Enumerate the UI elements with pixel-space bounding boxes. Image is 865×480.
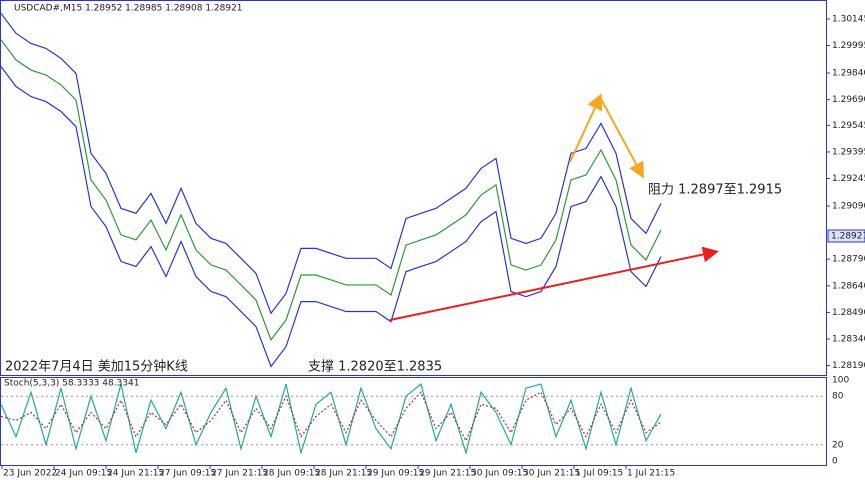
- x-tick-label: 28 Jun 21:15: [315, 469, 372, 479]
- y-tick-label: 1.29090: [832, 202, 865, 212]
- y-tick-label: 1.29840: [832, 69, 865, 79]
- stoch-frame: [0, 377, 827, 466]
- down-arrow: [599, 96, 644, 179]
- current-price-label: 1.28921: [831, 231, 865, 241]
- stoch-tick-label: 100: [832, 376, 849, 386]
- y-tick-label: 1.28490: [832, 308, 865, 318]
- x-tick-label: 1 Jul 21:15: [627, 469, 675, 479]
- x-tick-label: 23 Jun 2022: [3, 469, 57, 479]
- x-tick-label: 29 Jun 21:15: [419, 469, 476, 479]
- x-tick-label: 30 Jun 09:15: [471, 469, 528, 479]
- y-tick-label: 1.28790: [832, 255, 865, 265]
- x-tick-label: 24 Jun 09:15: [55, 469, 112, 479]
- current-price-box: [827, 229, 865, 243]
- stoch-line: [0, 383, 662, 456]
- main-frame: [0, 0, 827, 376]
- symbol-info: USDCAD#,M15 1.28952 1.28985 1.28908 1.28…: [14, 4, 243, 14]
- chart-title: 2022年7月4日 美加15分钟K线: [5, 359, 188, 375]
- y-tick-label: 1.28340: [832, 335, 865, 345]
- y-tick-label: 1.28640: [832, 281, 865, 291]
- stoch-line: [0, 391, 662, 443]
- support-label: 支撑 1.2820至1.2835: [308, 360, 442, 375]
- price-line: [0, 39, 662, 342]
- band-line: [0, 12, 662, 315]
- y-tick-label: 1.29690: [832, 95, 865, 105]
- resistance-label: 阻力 1.2897至1.2915: [648, 183, 782, 198]
- stoch-title: Stoch(5,3,3) 58.3333 48.3341: [4, 379, 139, 389]
- y-tick-label: 1.29395: [832, 147, 865, 157]
- y-tick-label: 1.28190: [832, 361, 865, 371]
- y-tick-label: 1.29995: [832, 41, 865, 51]
- x-tick-label: 1 Jul 09:15: [575, 469, 623, 479]
- up-arrow: [569, 93, 603, 163]
- y-tick-label: 1.29245: [832, 174, 865, 184]
- stoch-tick-label: 20: [832, 440, 844, 450]
- x-tick-label: 27 Jun 09:15: [159, 469, 216, 479]
- band-line: [0, 66, 662, 368]
- x-tick-label: 24 Jun 21:15: [107, 469, 164, 479]
- x-tick-label: 27 Jun 21:15: [211, 469, 268, 479]
- x-tick-label: 28 Jun 09:15: [263, 469, 320, 479]
- stoch-tick-label: 0: [832, 457, 838, 467]
- y-tick-label: 1.30145: [832, 14, 865, 24]
- x-tick-label: 29 Jun 09:15: [367, 469, 424, 479]
- support-arrow: [389, 246, 719, 321]
- stoch-tick-label: 80: [832, 392, 844, 402]
- y-tick-label: 1.29545: [832, 121, 865, 131]
- x-tick-label: 30 Jun 21:15: [523, 469, 580, 479]
